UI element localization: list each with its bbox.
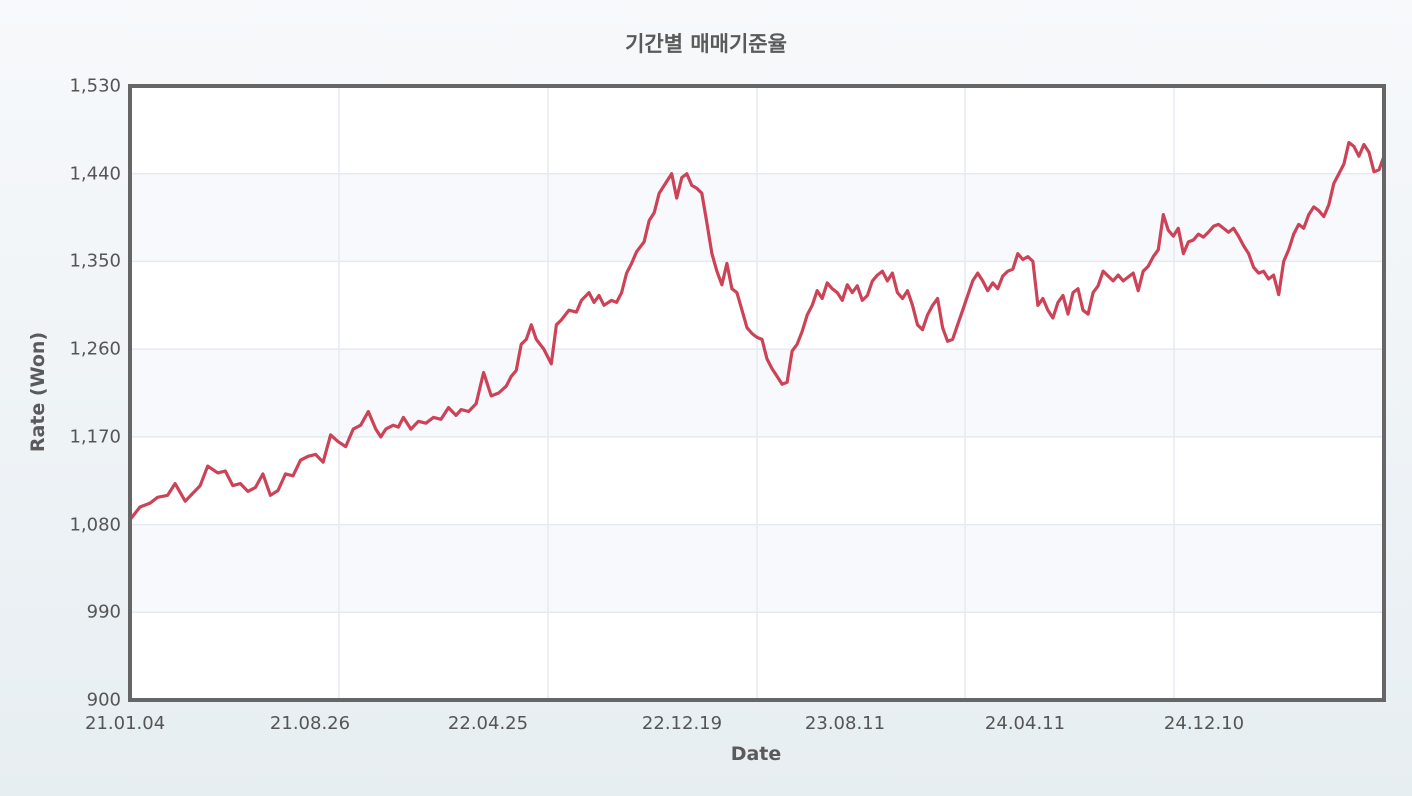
x-tick-label: 22.12.19	[641, 713, 723, 734]
x-tick-label: 24.12.10	[1163, 713, 1245, 734]
x-tick-label: 21.01.04	[85, 713, 166, 734]
x-tick-label: 22.04.25	[447, 713, 529, 734]
plot-frame	[128, 84, 1386, 702]
x-axis-label: Date	[730, 743, 782, 765]
y-tick-label: 1,530	[69, 75, 121, 97]
y-tick-label: 990	[86, 601, 121, 623]
x-tick-label: 23.08.11	[804, 713, 886, 734]
y-tick-label: 1,080	[69, 514, 121, 536]
y-axis-label: Rate (Won)	[27, 331, 49, 453]
y-tick-label: 1,170	[69, 426, 121, 448]
chart-title: 기간별 매매기준율	[625, 32, 787, 56]
y-tick-label: 900	[86, 689, 121, 711]
x-tick-label: 24.04.11	[984, 713, 1066, 734]
y-tick-label: 1,350	[69, 250, 121, 272]
vertical-gridlines	[338, 86, 1175, 700]
y-tick-label: 1,260	[69, 338, 121, 360]
rate-line	[128, 140, 1386, 522]
y-tick-label: 1,440	[69, 163, 121, 185]
x-tick-label: 21.08.26	[269, 713, 351, 734]
